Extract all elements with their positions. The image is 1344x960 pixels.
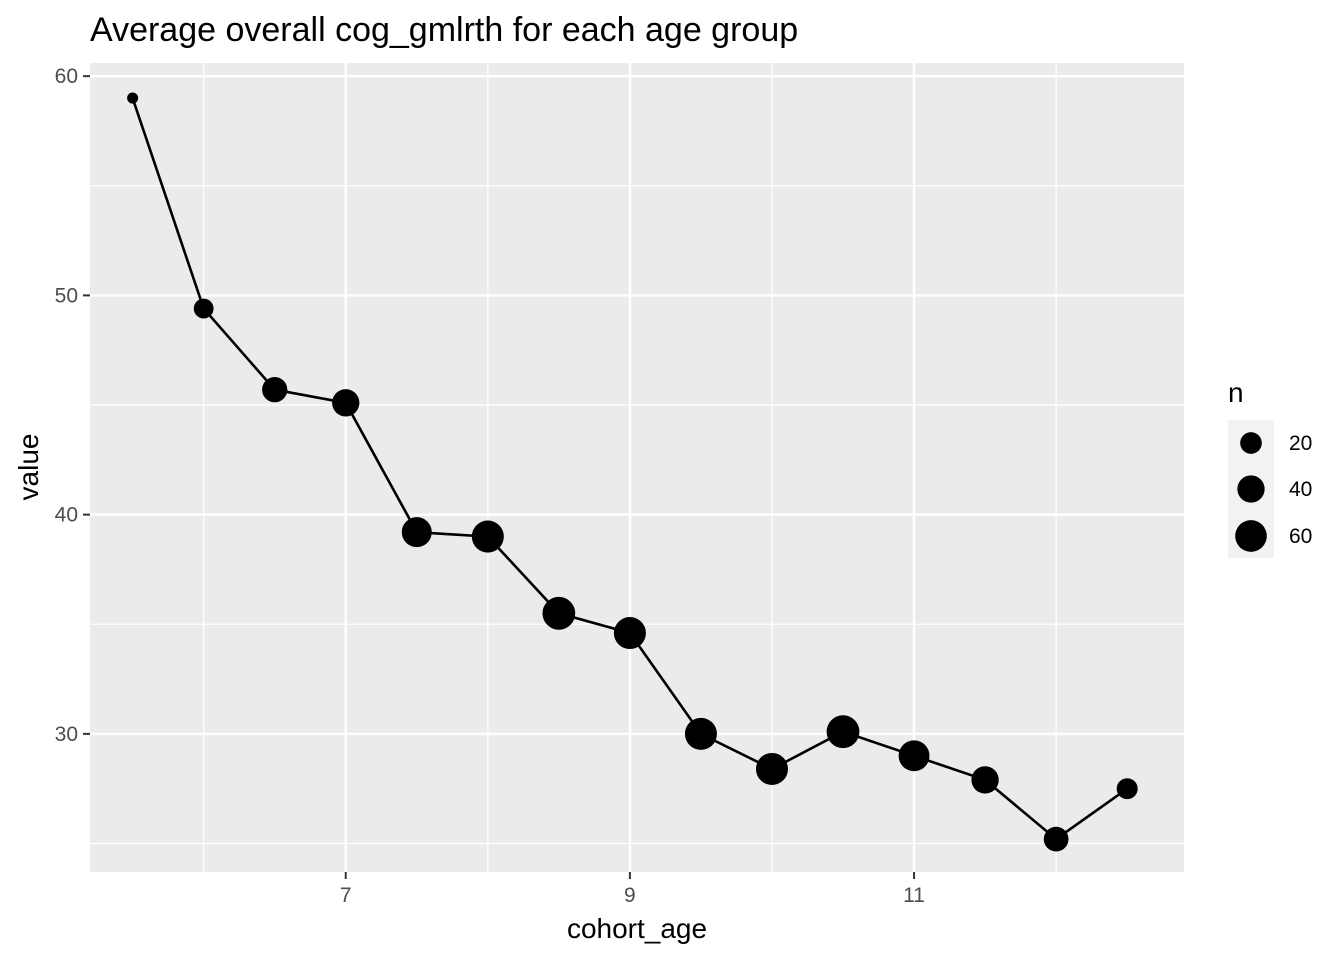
data-point xyxy=(542,596,576,630)
grid-lines xyxy=(90,63,1184,872)
legend-label: 20 xyxy=(1289,432,1312,455)
x-tick-label: 7 xyxy=(340,884,352,907)
data-point xyxy=(262,377,288,403)
data-point xyxy=(471,520,504,553)
data-point xyxy=(1043,826,1069,852)
data-point xyxy=(826,715,860,749)
legend-label: 40 xyxy=(1289,478,1312,501)
y-tick-label: 60 xyxy=(55,65,78,88)
x-tick-label: 11 xyxy=(903,884,925,907)
legend-key-point xyxy=(1235,520,1267,552)
size-legend: n 20 40 60 xyxy=(1228,377,1312,558)
data-point xyxy=(332,389,360,417)
legend-entries: 20 40 60 xyxy=(1235,432,1312,552)
data-point xyxy=(127,92,139,104)
data-point xyxy=(1116,778,1138,800)
x-axis-title: cohort_age xyxy=(567,913,707,944)
y-axis: 30 40 50 60 xyxy=(55,65,90,746)
data-point xyxy=(684,717,717,750)
data-point xyxy=(898,740,930,772)
data-point xyxy=(193,298,214,319)
data-point xyxy=(971,766,999,794)
x-axis: 7 9 11 xyxy=(340,872,925,907)
legend-title: n xyxy=(1228,377,1244,408)
data-points xyxy=(127,92,1138,852)
y-axis-title: value xyxy=(13,434,44,501)
data-point xyxy=(613,617,646,650)
legend-key-point xyxy=(1240,432,1262,454)
legend-label: 60 xyxy=(1289,525,1312,548)
legend-key-point xyxy=(1237,475,1265,503)
data-point xyxy=(755,752,788,785)
data-point xyxy=(401,517,432,548)
x-tick-label: 9 xyxy=(624,884,636,907)
y-tick-label: 50 xyxy=(55,284,78,307)
plot-panel xyxy=(90,63,1184,872)
y-tick-label: 40 xyxy=(55,504,78,527)
y-tick-label: 30 xyxy=(55,723,78,746)
chart-title: Average overall cog_gmlrth for each age … xyxy=(90,11,798,49)
